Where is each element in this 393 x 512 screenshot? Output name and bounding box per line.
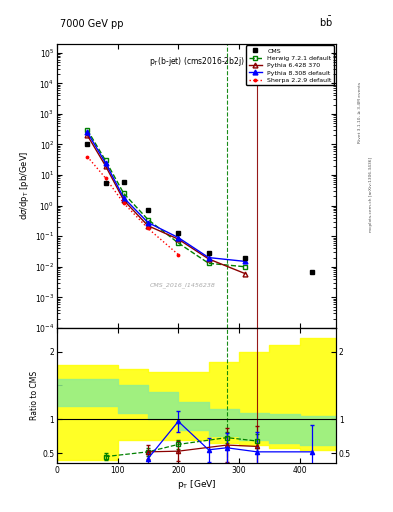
Sherpa 2.2.9 default (85, 154, 90, 160)
X-axis label: p$_{\rm T}$ [GeV]: p$_{\rm T}$ [GeV] (177, 478, 216, 491)
Herwig 7.2.1 default (206, 260, 211, 266)
Pythia 8.308 default (146, 220, 151, 226)
Pythia 8.308 default (103, 160, 108, 166)
CMS (103, 180, 108, 186)
Pythia 8.308 default (242, 259, 247, 265)
Sherpa 2.2.9 default (146, 225, 151, 231)
Text: CMS_2016_I1456238: CMS_2016_I1456238 (150, 283, 215, 288)
CMS (242, 254, 247, 261)
Herwig 7.2.1 default (121, 190, 126, 197)
CMS (206, 250, 211, 256)
Pythia 6.428 370 (206, 256, 211, 262)
Pythia 6.428 370 (146, 223, 151, 229)
CMS (309, 268, 314, 274)
Text: p$_{\rm T}$(b-jet) (cms2016-2b2j): p$_{\rm T}$(b-jet) (cms2016-2b2j) (149, 55, 244, 68)
Text: Rivet 3.1.10, ≥ 3.4M events: Rivet 3.1.10, ≥ 3.4M events (358, 82, 362, 143)
CMS (85, 141, 90, 147)
Sherpa 2.2.9 default (121, 200, 126, 206)
Sherpa 2.2.9 default (176, 251, 181, 258)
Y-axis label: d$\sigma$/dp$_{\rm T}$ [pb/GeV]: d$\sigma$/dp$_{\rm T}$ [pb/GeV] (18, 151, 31, 220)
CMS (358, 294, 363, 301)
Pythia 6.428 370 (121, 197, 126, 203)
Pythia 6.428 370 (85, 132, 90, 138)
Pythia 8.308 default (176, 234, 181, 241)
Pythia 8.308 default (206, 254, 211, 261)
CMS (176, 230, 181, 236)
CMS (121, 179, 126, 185)
Text: 7000 GeV pp: 7000 GeV pp (60, 19, 123, 29)
Pythia 8.308 default (85, 129, 90, 135)
Pythia 6.428 370 (176, 236, 181, 242)
Line: CMS: CMS (85, 142, 363, 300)
Y-axis label: Ratio to CMS: Ratio to CMS (30, 371, 39, 420)
Herwig 7.2.1 default (242, 264, 247, 270)
Herwig 7.2.1 default (146, 217, 151, 223)
Line: Pythia 6.428 370: Pythia 6.428 370 (85, 133, 248, 276)
CMS (146, 207, 151, 214)
Pythia 6.428 370 (103, 163, 108, 169)
Sherpa 2.2.9 default (103, 175, 108, 181)
Line: Pythia 8.308 default: Pythia 8.308 default (85, 130, 248, 264)
Herwig 7.2.1 default (176, 240, 181, 246)
Text: mcplots.cern.ch [arXiv:1306.3436]: mcplots.cern.ch [arXiv:1306.3436] (369, 157, 373, 232)
Pythia 6.428 370 (242, 270, 247, 276)
Line: Sherpa 2.2.9 default: Sherpa 2.2.9 default (85, 154, 181, 257)
Text: b$\bar{\rm b}$: b$\bar{\rm b}$ (320, 15, 333, 29)
Herwig 7.2.1 default (85, 127, 90, 133)
Pythia 8.308 default (121, 195, 126, 201)
Legend: CMS, Herwig 7.2.1 default, Pythia 6.428 370, Pythia 8.308 default, Sherpa 2.2.9 : CMS, Herwig 7.2.1 default, Pythia 6.428 … (246, 46, 334, 86)
Line: Herwig 7.2.1 default: Herwig 7.2.1 default (85, 127, 248, 269)
Herwig 7.2.1 default (103, 157, 108, 163)
